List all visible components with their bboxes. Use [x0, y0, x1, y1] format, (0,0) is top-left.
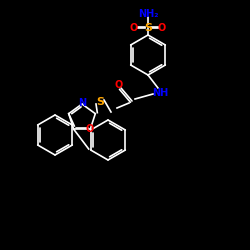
Text: O: O — [115, 80, 123, 90]
Text: NH₂: NH₂ — [138, 9, 158, 19]
Text: O: O — [158, 23, 166, 33]
Text: O: O — [130, 23, 138, 33]
Text: NH: NH — [152, 88, 168, 98]
Text: S: S — [144, 23, 152, 33]
Text: N: N — [78, 98, 86, 108]
Text: S: S — [96, 97, 104, 107]
Text: O: O — [85, 124, 93, 134]
